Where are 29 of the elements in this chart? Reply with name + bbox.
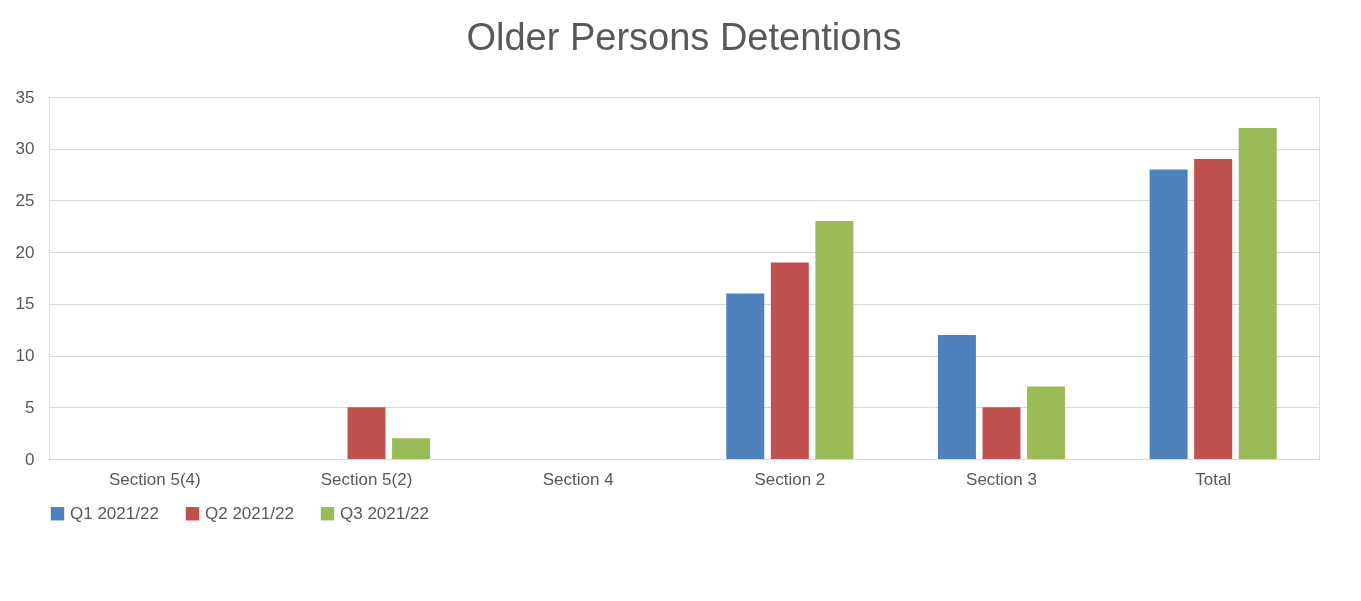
x-tick-label: Section 5(4) xyxy=(109,469,201,489)
chart-title: Older Persons Detentions xyxy=(466,16,902,58)
legend-label: Q3 2021/22 xyxy=(340,503,429,523)
y-tick-label: 25 xyxy=(15,190,35,210)
y-tick-label: 35 xyxy=(15,87,35,107)
legend-label: Q1 2021/22 xyxy=(70,503,159,523)
bar xyxy=(982,407,1021,459)
y-tick-label: 10 xyxy=(15,346,35,366)
x-tick-label: Section 5(2) xyxy=(320,469,413,489)
y-tick-label: 0 xyxy=(25,449,35,469)
y-tick-label: 20 xyxy=(15,242,35,262)
bar xyxy=(726,293,765,459)
bar xyxy=(1238,128,1277,459)
bar xyxy=(1194,159,1233,459)
bar xyxy=(770,262,809,459)
legend-label: Q2 2021/22 xyxy=(205,503,294,523)
bar xyxy=(1027,386,1066,459)
bar xyxy=(347,407,386,459)
bar xyxy=(815,221,854,459)
bar xyxy=(392,438,431,459)
bar xyxy=(1149,169,1188,459)
y-tick-label: 5 xyxy=(25,397,35,417)
x-tick-label: Total xyxy=(1195,469,1232,489)
x-tick-label: Section 3 xyxy=(966,469,1037,489)
bar xyxy=(937,334,976,459)
y-tick-label: 30 xyxy=(15,139,35,159)
x-tick-label: Section 4 xyxy=(542,469,614,489)
y-tick-label: 15 xyxy=(15,294,35,314)
x-tick-label: Section 2 xyxy=(754,469,826,489)
